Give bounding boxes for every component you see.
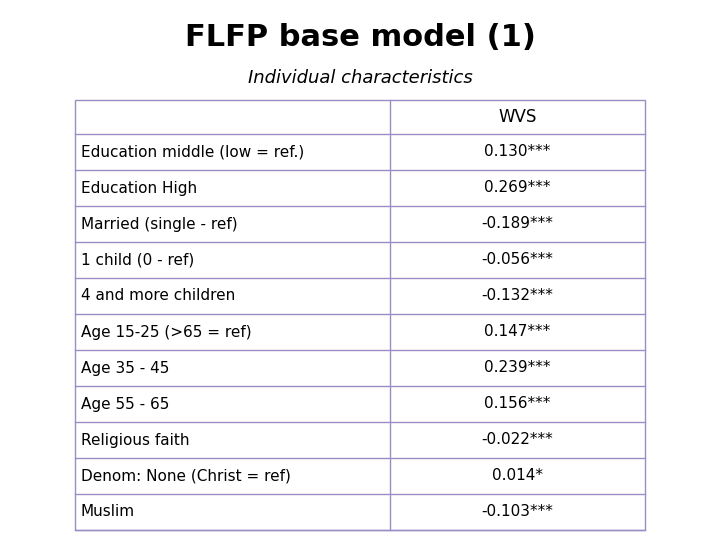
Text: FLFP base model (1): FLFP base model (1): [184, 24, 536, 52]
Text: -0.056***: -0.056***: [482, 253, 554, 267]
Text: Denom: None (Christ = ref): Denom: None (Christ = ref): [81, 469, 291, 483]
Bar: [75, 100, 645, 530]
Text: -0.189***: -0.189***: [482, 217, 554, 232]
Text: 0.269***: 0.269***: [485, 180, 551, 195]
Text: Age 15-25 (>65 = ref): Age 15-25 (>65 = ref): [81, 325, 251, 340]
Text: Education High: Education High: [81, 180, 197, 195]
Text: WVS: WVS: [498, 108, 536, 126]
Text: -0.022***: -0.022***: [482, 433, 554, 448]
Text: Education middle (low = ref.): Education middle (low = ref.): [81, 145, 305, 159]
Text: Age 55 - 65: Age 55 - 65: [81, 396, 169, 411]
Text: 0.130***: 0.130***: [485, 145, 551, 159]
Text: Individual characteristics: Individual characteristics: [248, 69, 472, 87]
Text: Age 35 - 45: Age 35 - 45: [81, 361, 169, 375]
Text: 1 child (0 - ref): 1 child (0 - ref): [81, 253, 194, 267]
Text: 0.014*: 0.014*: [492, 469, 543, 483]
Text: 0.147***: 0.147***: [485, 325, 551, 340]
Text: Religious faith: Religious faith: [81, 433, 189, 448]
Text: 0.156***: 0.156***: [485, 396, 551, 411]
Text: Muslim: Muslim: [81, 504, 135, 519]
Text: 4 and more children: 4 and more children: [81, 288, 235, 303]
Text: -0.132***: -0.132***: [482, 288, 554, 303]
Text: Married (single - ref): Married (single - ref): [81, 217, 238, 232]
Text: -0.103***: -0.103***: [482, 504, 554, 519]
Text: 0.239***: 0.239***: [485, 361, 551, 375]
